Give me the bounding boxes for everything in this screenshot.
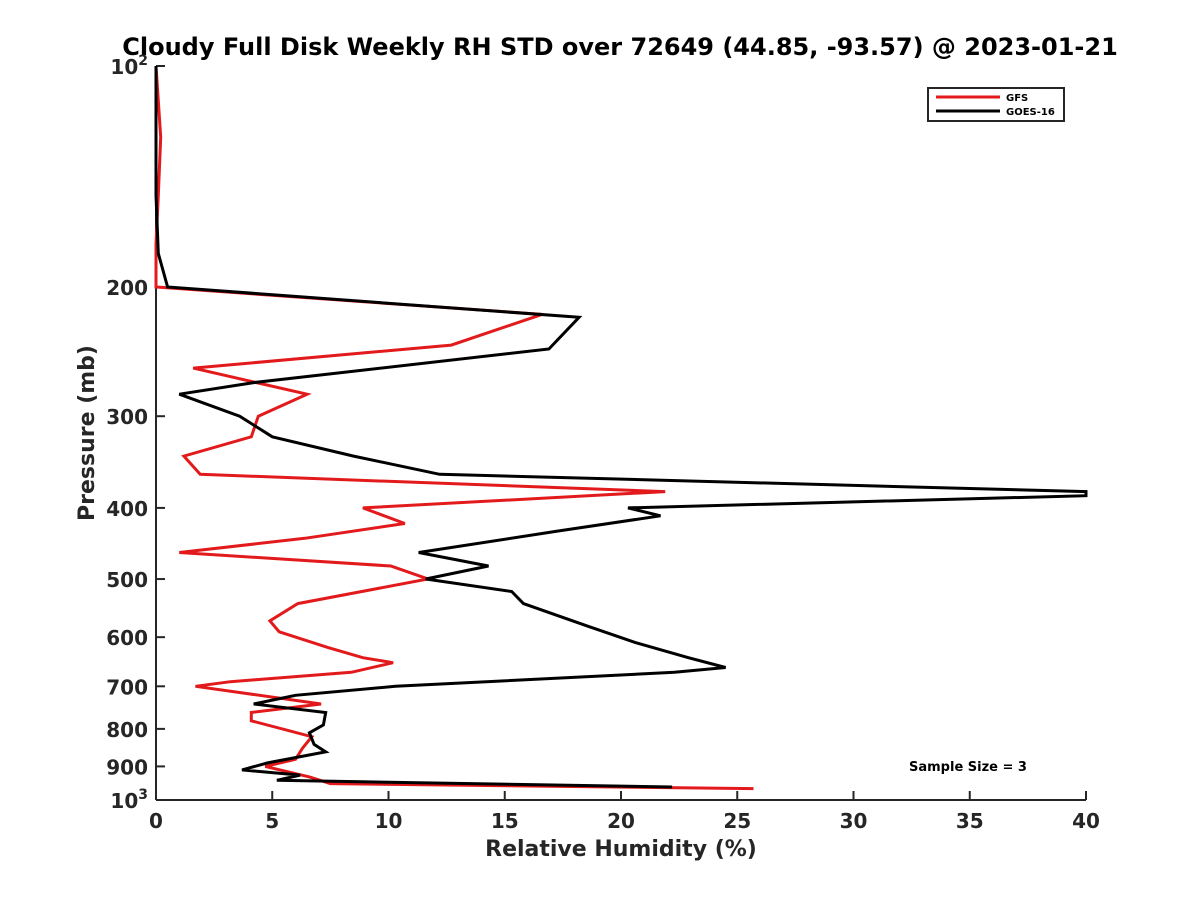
x-tick-label: 35: [956, 809, 984, 833]
x-tick-label: 30: [840, 809, 868, 833]
legend-label: GFS: [1006, 93, 1028, 104]
x-tick-label: 25: [723, 809, 751, 833]
y-tick-label: 103: [110, 787, 148, 813]
legend-label: GOES-16: [1006, 107, 1055, 118]
x-axis-label: Relative Humidity (%): [485, 837, 757, 862]
y-tick-label: 800: [106, 718, 148, 742]
x-tick-label: 20: [607, 809, 635, 833]
series-lines: [154, 65, 1088, 791]
y-tick-label: 300: [106, 405, 148, 429]
y-tick-label: 200: [106, 276, 148, 300]
plot-area: [155, 66, 1086, 801]
y-tick-label: 600: [106, 626, 148, 650]
y-axis-label: Pressure (mb): [75, 345, 100, 521]
x-tick-label: 5: [265, 809, 279, 833]
chart-title: Cloudy Full Disk Weekly RH STD over 7264…: [122, 33, 1118, 61]
x-tick-label: 15: [491, 809, 519, 833]
y-tick-label: 400: [106, 497, 148, 521]
x-tick-label: 10: [375, 809, 403, 833]
legend: GFS GOES-16: [927, 87, 1065, 122]
series-line-gfs: [154, 65, 754, 791]
x-axis-ticks: 0 5 10 15 20 25 30 35 40: [149, 791, 1100, 833]
y-axis-ticks: 102 200 300 400 500 600 700 800 900 103: [106, 53, 165, 813]
x-tick-label: 0: [149, 809, 163, 833]
x-tick-label: 40: [1072, 809, 1100, 833]
y-tick-label: 500: [106, 568, 148, 592]
y-tick-label: 700: [106, 675, 148, 699]
y-tick-label: 102: [110, 53, 148, 79]
y-tick-label: 900: [106, 755, 148, 779]
legend-box: [927, 87, 1065, 122]
sample-size-annotation: Sample Size = 3: [909, 760, 1027, 775]
series-line-goes-16: [154, 66, 1088, 789]
